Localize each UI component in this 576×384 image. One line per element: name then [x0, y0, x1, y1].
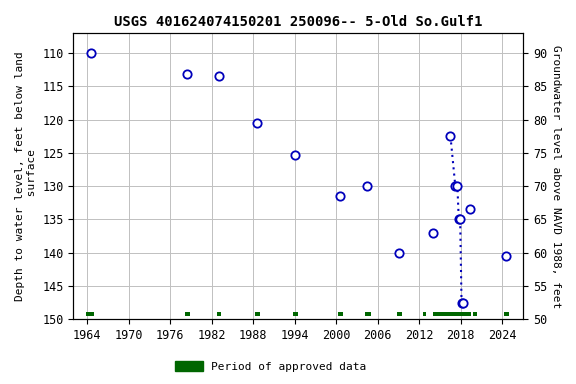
Bar — [217, 312, 221, 316]
Bar — [185, 312, 190, 316]
Bar — [504, 312, 509, 316]
Bar — [365, 312, 371, 316]
Bar — [293, 312, 298, 316]
Legend: Period of approved data: Period of approved data — [170, 357, 371, 377]
Bar — [433, 312, 471, 316]
Y-axis label: Depth to water level, feet below land
 surface: Depth to water level, feet below land su… — [15, 51, 37, 301]
Bar — [338, 312, 343, 316]
Bar — [255, 312, 260, 316]
Title: USGS 401624074150201 250096-- 5-Old So.Gulf1: USGS 401624074150201 250096-- 5-Old So.G… — [114, 15, 483, 29]
Bar — [423, 312, 426, 316]
Y-axis label: Groundwater level above NAVD 1988, feet: Groundwater level above NAVD 1988, feet — [551, 45, 561, 308]
Bar — [473, 312, 477, 316]
Bar — [397, 312, 402, 316]
Bar — [86, 312, 94, 316]
